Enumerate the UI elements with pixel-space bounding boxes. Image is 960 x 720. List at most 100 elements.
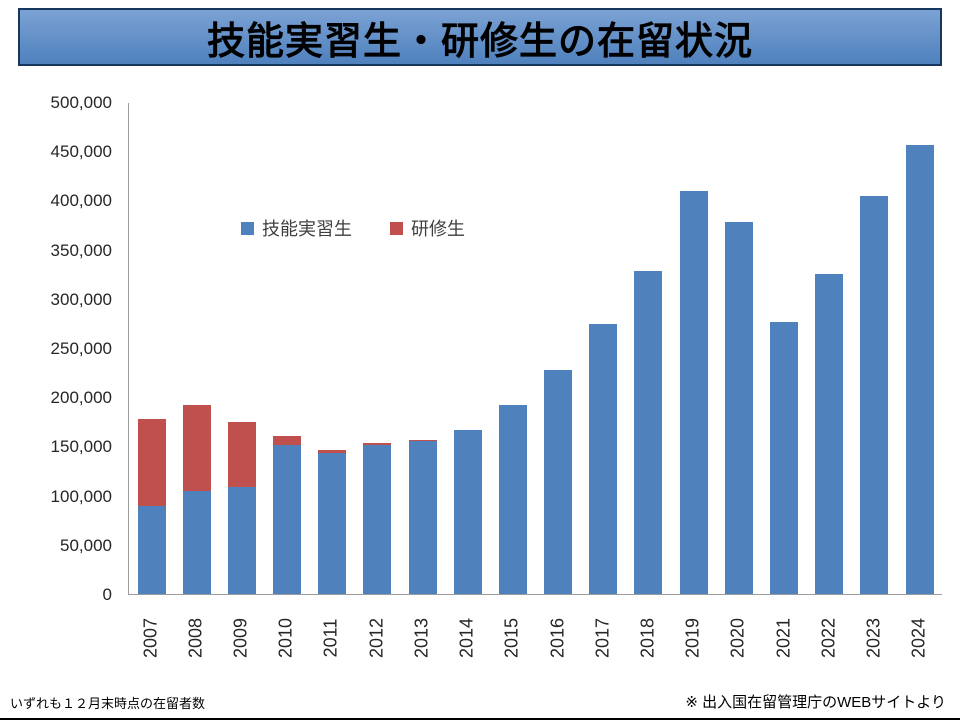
bar-stack	[589, 324, 618, 594]
bar-segment-trainee	[363, 443, 392, 445]
bar-segment-intern	[318, 453, 347, 594]
x-axis-label: 2010	[275, 617, 296, 659]
legend-item-intern: 技能実習生	[241, 215, 352, 241]
bar-segment-intern	[273, 445, 302, 594]
page-title: 技能実習生・研修生の在留状況	[206, 20, 753, 63]
bar-2013	[400, 103, 445, 594]
bar-segment-trainee	[182, 405, 211, 491]
x-axis-label: 2019	[682, 617, 703, 659]
bar-2018	[626, 103, 671, 594]
x-axis-label: 2008	[185, 617, 206, 659]
x-axis-label: 2022	[818, 617, 839, 659]
footnote-right: ※ 出入国在留管理庁のWEBサイトより	[685, 694, 946, 711]
bar-stack	[815, 274, 844, 594]
bar-segment-intern	[137, 506, 166, 594]
y-axis-label: 200,000	[50, 388, 112, 407]
bar-stack	[318, 450, 347, 594]
x-axis-cell: 2011	[309, 598, 354, 678]
bar-2019	[671, 103, 716, 594]
bar-segment-intern	[815, 274, 844, 594]
legend-item-trainee: 研修生	[390, 215, 465, 241]
x-axis-cell: 2019	[671, 598, 716, 678]
plot-area: 技能実習生 研修生	[128, 103, 942, 595]
x-axis-cell: 2020	[716, 598, 761, 678]
y-axis-label: 250,000	[50, 339, 112, 358]
bar-segment-intern	[905, 145, 934, 594]
bar-2021	[761, 103, 806, 594]
bar-2012	[355, 103, 400, 594]
bar-stack	[769, 322, 798, 594]
x-axis-cell: 2015	[490, 598, 535, 678]
bar-2023	[852, 103, 897, 594]
bar-segment-intern	[769, 322, 798, 594]
bar-segment-intern	[860, 196, 889, 594]
bar-2010	[265, 103, 310, 594]
y-axis: 500,000 450,000 400,000 350,000 300,000 250,0…	[0, 93, 120, 604]
bar-2022	[807, 103, 852, 594]
x-axis-cell: 2016	[535, 598, 580, 678]
x-axis-cell: 2012	[354, 598, 399, 678]
bar-segment-intern	[408, 441, 437, 594]
x-axis-label: 2017	[592, 617, 613, 659]
bar-2014	[445, 103, 490, 594]
chart-legend: 技能実習生 研修生	[241, 215, 465, 241]
bar-segment-trainee	[408, 440, 437, 441]
legend-swatch-intern	[241, 221, 254, 235]
bar-stack	[905, 145, 934, 594]
bar-stack	[408, 440, 437, 594]
bar-stack	[182, 405, 211, 594]
bar-segment-intern	[724, 222, 753, 594]
bar-2017	[581, 103, 626, 594]
legend-label-trainee: 研修生	[411, 219, 465, 239]
bar-stack	[724, 222, 753, 594]
bar-stack	[860, 196, 889, 594]
footnote-left: いずれも１２月末時点の在留者数	[10, 696, 206, 711]
y-axis-label: 400,000	[50, 191, 112, 210]
bar-2016	[536, 103, 581, 594]
x-axis-labels: 2007 2008 2009 2010 2011 2012 2013 2014 2015 2016…	[128, 598, 942, 678]
bar-segment-intern	[589, 324, 618, 594]
x-axis-cell: 2017	[580, 598, 625, 678]
bar-segment-intern	[679, 191, 708, 594]
x-axis-label: 2024	[908, 617, 929, 659]
x-axis-label: 2014	[456, 617, 477, 659]
bar-segment-intern	[227, 487, 256, 594]
bar-segment-trainee	[137, 419, 166, 506]
x-axis-cell: 2013	[399, 598, 444, 678]
bar-stack	[137, 419, 166, 594]
x-axis-cell: 2007	[128, 598, 173, 678]
y-axis-label: 100,000	[50, 487, 112, 506]
y-axis-label: 0	[102, 585, 112, 604]
bar-stack	[498, 405, 527, 594]
x-axis-label: 2023	[863, 617, 884, 659]
bar-segment-intern	[544, 370, 573, 594]
x-axis-cell: 2018	[625, 598, 670, 678]
y-axis-label: 300,000	[50, 290, 112, 309]
x-axis-cell: 2023	[852, 598, 897, 678]
bar-2009	[219, 103, 264, 594]
x-axis-cell: 2024	[897, 598, 942, 678]
bar-segment-intern	[634, 271, 663, 594]
bar-stack	[227, 422, 256, 594]
bar-stack	[273, 436, 302, 594]
x-axis-label: 2016	[547, 617, 568, 659]
x-axis-cell: 2022	[806, 598, 851, 678]
x-axis-label: 2018	[637, 617, 658, 659]
bar-segment-intern	[453, 430, 482, 594]
y-axis-label: 500,000	[50, 93, 112, 112]
bar-segment-intern	[182, 491, 211, 594]
bar-2024	[897, 103, 942, 594]
bar-segment-trainee	[227, 422, 256, 487]
y-axis-label: 450,000	[50, 142, 112, 161]
bar-2020	[716, 103, 761, 594]
legend-swatch-trainee	[390, 221, 403, 235]
bar-segment-intern	[363, 445, 392, 594]
bar-stack	[679, 191, 708, 594]
bar-stack	[544, 370, 573, 594]
y-axis-label: 150,000	[50, 437, 112, 456]
bar-segment-trainee	[273, 436, 302, 445]
title-bar: 技能実習生・研修生の在留状況	[18, 8, 942, 66]
y-axis-label: 50,000	[60, 536, 112, 555]
x-axis-label: 2013	[411, 617, 432, 659]
